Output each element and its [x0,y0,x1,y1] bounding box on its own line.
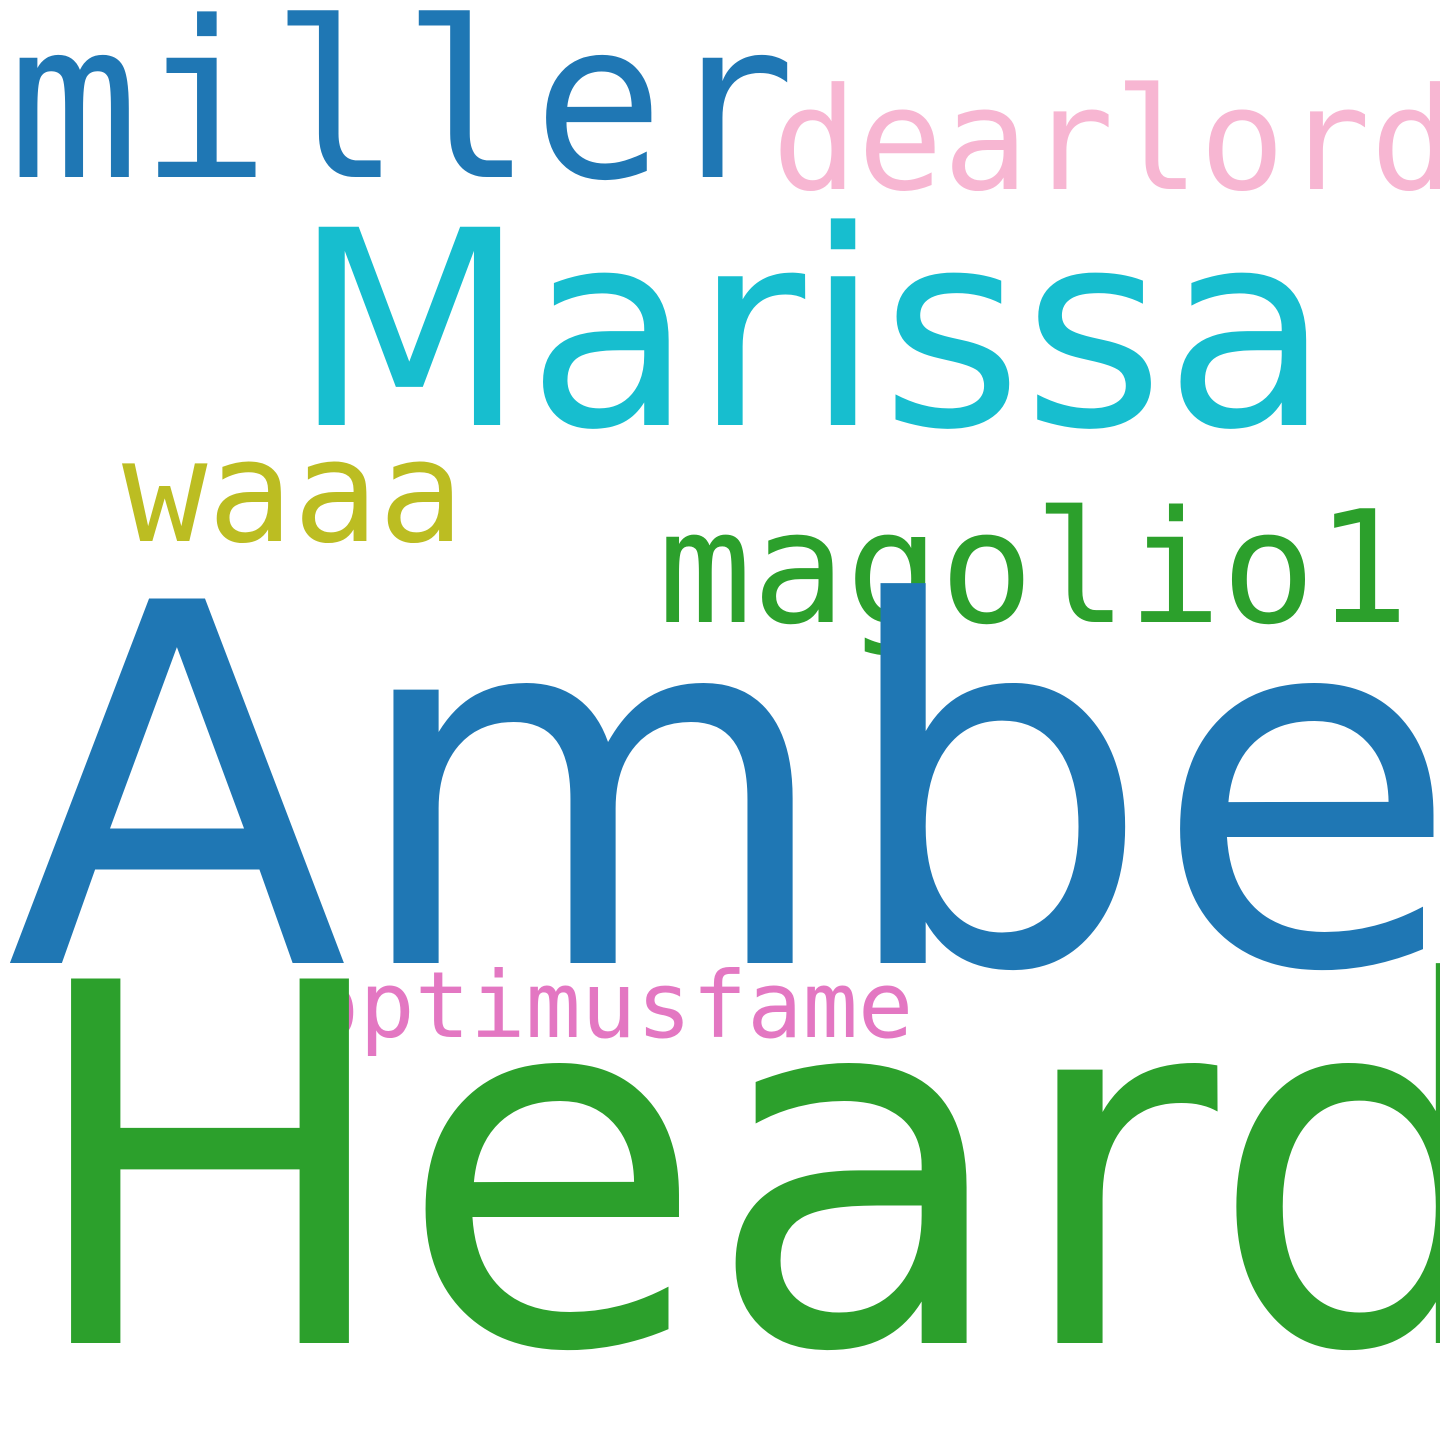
word-optimusfame: optimusfame [304,952,914,1059]
word-miller: miller [8,0,796,229]
word-dearlord: dearlord [772,58,1440,223]
word-amber: Amber [6,499,1440,1081]
word-heard: Heard [22,879,1440,1440]
word-waaa: waaa [122,410,464,575]
word-marissa: Marissa [292,174,1331,490]
word-magolio1: magolio1 [658,477,1410,659]
